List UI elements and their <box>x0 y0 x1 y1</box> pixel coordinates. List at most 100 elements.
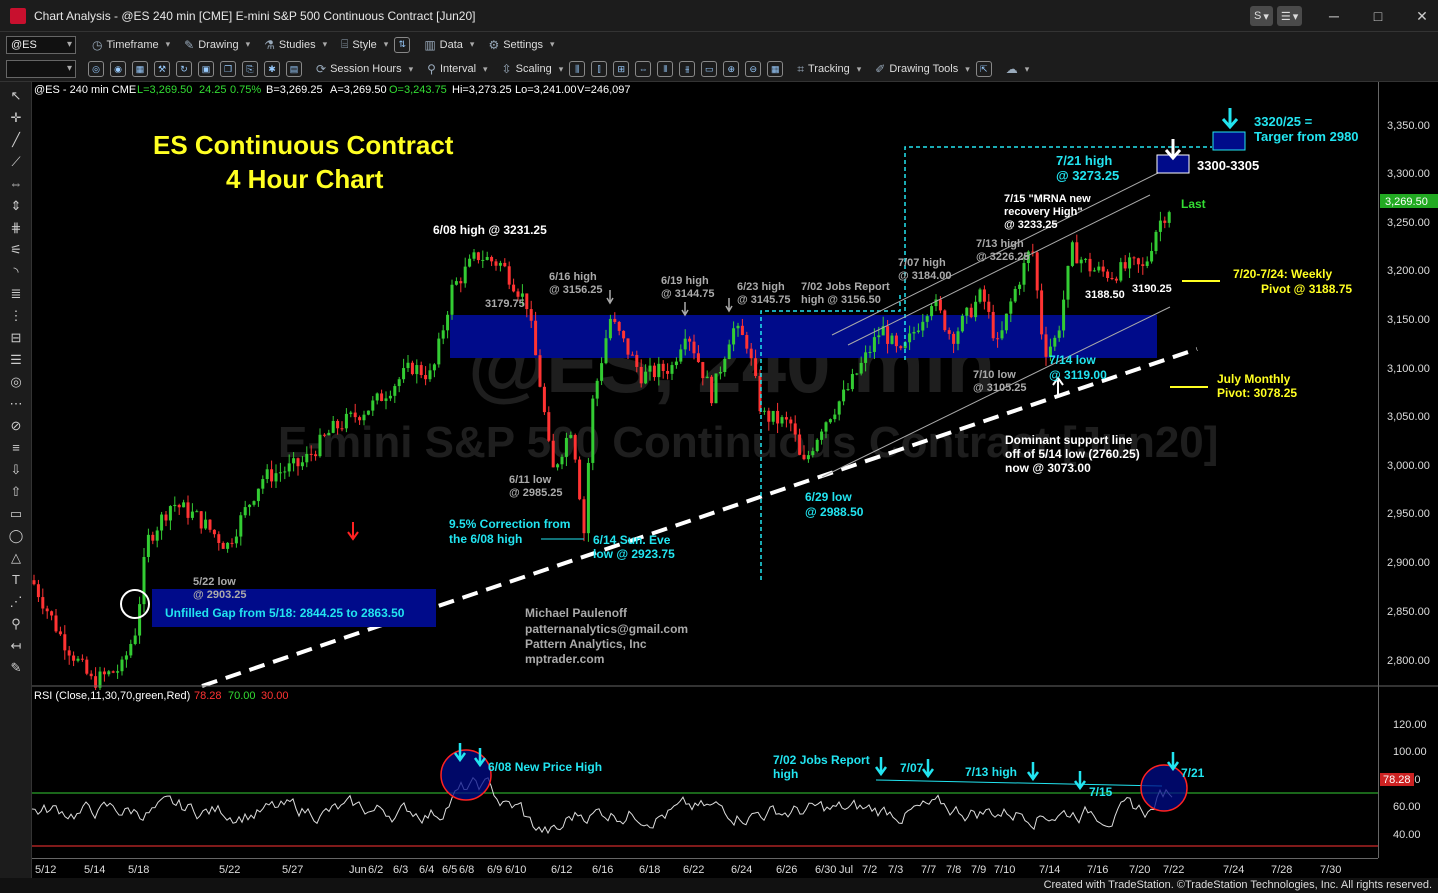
bars-compress-icon[interactable]: ⫴ <box>657 61 674 77</box>
fan-icon[interactable]: ⚟ <box>10 242 22 257</box>
target-arrow-cyan-icon <box>1221 108 1239 130</box>
crosshair-icon[interactable]: ✛ <box>10 110 22 125</box>
studies-menu[interactable]: ⚗ Studies ▾ <box>264 37 328 52</box>
ellipse-icon[interactable]: ◯ <box>8 528 24 543</box>
candle-body <box>98 671 102 688</box>
candle-body <box>591 398 595 463</box>
candle-body <box>802 454 806 460</box>
pointer-icon[interactable]: ↖ <box>10 88 22 103</box>
candle-body <box>1123 262 1127 269</box>
rectangle-icon[interactable]: ▭ <box>9 506 23 521</box>
speed-lines-icon[interactable]: ≡ <box>12 440 20 455</box>
clipboard-icon[interactable]: ⎘ <box>242 61 258 77</box>
grid-view-icon[interactable]: ▦ <box>767 61 784 77</box>
tracking-menu[interactable]: ⌗ Tracking ▾ <box>797 61 862 76</box>
main-toolbar: @ES ◷Timeframe▾ ✎Drawing▾ ⚗Studies▾ ⌸Sty… <box>0 32 1438 57</box>
target-icon[interactable]: ◉ <box>110 61 126 77</box>
drawing-menu[interactable]: ✎ Drawing ▾ <box>184 37 251 52</box>
highlighter-icon[interactable]: ✎ <box>10 660 22 675</box>
bars-expand-icon[interactable]: ⫵ <box>679 61 696 77</box>
trendline-icon[interactable]: ╱ <box>12 132 20 147</box>
candle-body <box>868 351 872 353</box>
refresh-icon[interactable]: ◎ <box>88 61 104 77</box>
drawing-tools-menu[interactable]: ✐ Drawing Tools ▾ <box>875 62 970 76</box>
interval-input[interactable] <box>6 60 76 78</box>
triangle-icon[interactable]: △ <box>11 550 21 565</box>
zoom-fit-icon[interactable]: ⊞ <box>613 61 630 77</box>
arc-icon[interactable]: ◝ <box>13 264 19 279</box>
window-menu-button[interactable]: ☰ ▾ <box>1276 6 1303 26</box>
zoom-out-icon[interactable]: ⊖ <box>745 61 762 77</box>
cloud-menu[interactable]: ☁ ▾ <box>1006 62 1030 76</box>
horizontal-line-icon[interactable]: ⇔ <box>9 176 23 191</box>
data-menu[interactable]: ▥ Data ▾ <box>424 37 475 52</box>
levels-icon[interactable]: ☰ <box>10 352 22 367</box>
image-icon[interactable]: ▣ <box>198 61 214 77</box>
spiral-icon[interactable]: ◎ <box>10 374 22 389</box>
link-icon[interactable]: ⇅ <box>394 36 411 53</box>
candle-body <box>578 459 582 500</box>
fib-ext-icon[interactable]: ⋮ <box>9 308 23 323</box>
rsi-trend-line <box>875 779 1163 787</box>
time-cycle-icon[interactable]: ⊘ <box>10 418 22 433</box>
candle-body <box>322 434 326 436</box>
bar-type-icon[interactable]: ⫼ <box>569 61 586 77</box>
sync-icon[interactable]: ↻ <box>176 61 192 77</box>
compress-icon[interactable]: ⇔ <box>635 61 652 77</box>
calendar-icon[interactable]: ▦ <box>132 61 148 77</box>
header-high: Hi=3,273.25 <box>452 84 512 96</box>
candle-body <box>622 330 626 339</box>
grid-icon: ⌗ <box>797 61 804 76</box>
candle-body <box>965 307 969 316</box>
candle-icon[interactable]: ⫿ <box>591 61 608 77</box>
channel-lower <box>821 306 1171 478</box>
ray-icon[interactable]: ⟋ <box>11 154 21 169</box>
ann-monthly-b: Pivot: 3078.25 <box>1217 386 1297 400</box>
timeframe-menu[interactable]: ◷ Timeframe ▾ <box>92 37 171 52</box>
candlestick-series <box>32 210 1171 691</box>
maximize-button[interactable]: □ <box>1373 8 1383 24</box>
candle-body <box>1167 212 1171 223</box>
close-button[interactable]: ✕ <box>1416 7 1428 24</box>
rsi-arrow-icon <box>874 757 888 777</box>
pages-icon[interactable]: ❐ <box>220 61 236 77</box>
zoom-in-icon[interactable]: ⊕ <box>723 61 740 77</box>
candle-body <box>476 252 480 261</box>
arrow-up-icon[interactable]: ⇧ <box>10 484 22 499</box>
ann-correction-b: the 6/08 high <box>449 532 522 546</box>
candle-body <box>644 371 648 384</box>
candle-body <box>987 301 991 312</box>
ann-jun23-a: 6/23 high <box>737 281 785 293</box>
settings-small-icon[interactable]: ✱ <box>264 61 280 77</box>
vertical-line-icon[interactable]: ⇕ <box>10 198 22 213</box>
price-axis[interactable]: 3,350.00 3,300.00 3,250.00 3,200.00 3,15… <box>1378 82 1438 858</box>
ann-jul14-a: 7/14 low <box>1049 353 1096 367</box>
ann-3179: 3179.75 <box>485 298 525 310</box>
interval-menu[interactable]: ⚲ Interval ▾ <box>427 62 488 76</box>
tools-icon[interactable]: ⚒ <box>154 61 170 77</box>
symbol-link-button[interactable]: S ▾ <box>1250 6 1273 26</box>
session-hours-menu[interactable]: ⟳ Session Hours ▾ <box>316 62 414 76</box>
candle-body <box>1092 270 1096 272</box>
minimize-button[interactable]: ─ <box>1329 8 1339 24</box>
pane-icon[interactable]: ▭ <box>701 61 718 77</box>
export-icon[interactable]: ⇱ <box>975 61 992 77</box>
arrow-left-icon[interactable]: ↤ <box>10 638 22 653</box>
chart-area[interactable]: @ES, 240 min E-mini S&P 500 Continuous C… <box>31 82 1378 858</box>
marker-icon[interactable]: ⚲ <box>11 616 21 631</box>
channel-icon[interactable]: ⋕ <box>10 220 22 235</box>
settings-menu[interactable]: ⚙ Settings ▾ <box>488 37 555 52</box>
scaling-menu[interactable]: ⇳ Scaling ▾ <box>501 62 564 76</box>
panel-icon[interactable]: ▤ <box>286 61 302 77</box>
dotted-line-icon[interactable]: ⋰ <box>9 594 23 609</box>
time-zones-icon[interactable]: ⋯ <box>9 396 23 411</box>
fib-icon[interactable]: ≣ <box>10 286 22 301</box>
text-icon[interactable]: T <box>12 572 20 587</box>
gann-icon[interactable]: ⊟ <box>10 330 22 345</box>
date-axis[interactable]: 5/12 5/14 5/18 5/22 5/27 Jun 6/2 6/3 6/4 6/5 6/8 6/… <box>32 858 1378 878</box>
candle-body <box>516 291 520 297</box>
arrow-down-icon[interactable]: ⇩ <box>10 462 22 477</box>
style-menu[interactable]: ⌸ Style ▾ <box>341 37 389 51</box>
candle-body <box>494 261 498 266</box>
symbol-input[interactable]: @ES <box>6 35 76 54</box>
